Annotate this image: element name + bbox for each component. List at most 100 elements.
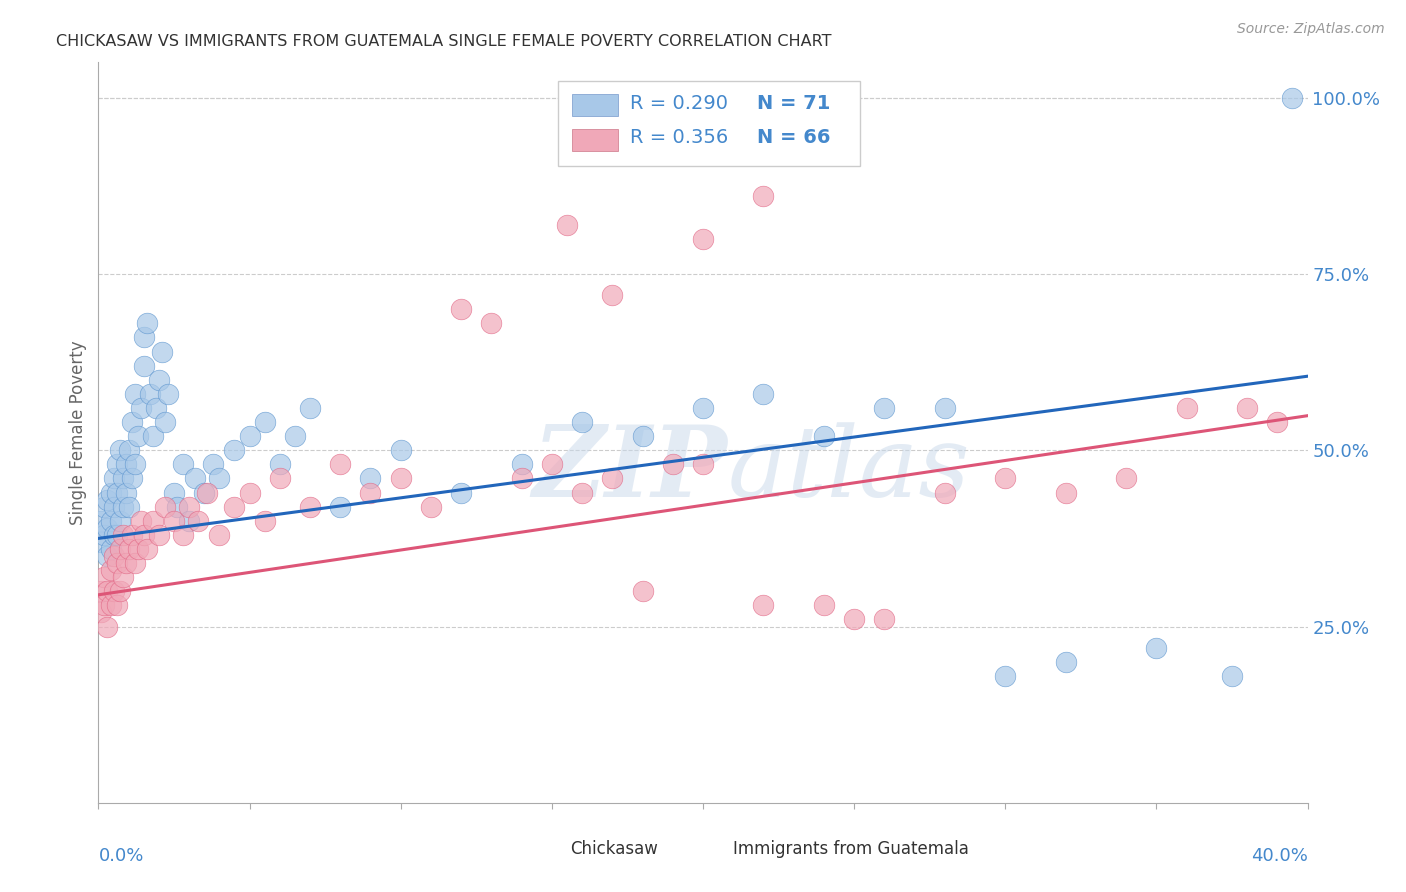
Point <box>284 429 307 443</box>
Point <box>934 401 956 415</box>
Point <box>1236 401 1258 415</box>
Point <box>100 514 122 528</box>
Point <box>153 500 176 514</box>
Text: Chickasaw: Chickasaw <box>569 840 658 858</box>
Point <box>96 549 118 563</box>
Text: atlas: atlas <box>727 422 970 517</box>
Point <box>111 570 134 584</box>
Point <box>90 514 112 528</box>
Point <box>93 570 115 584</box>
Point <box>172 458 194 472</box>
Point <box>93 500 115 514</box>
Text: CHICKASAW VS IMMIGRANTS FROM GUATEMALA SINGLE FEMALE POVERTY CORRELATION CHART: CHICKASAW VS IMMIGRANTS FROM GUATEMALA S… <box>56 34 831 49</box>
Point <box>118 541 141 556</box>
Point <box>150 344 173 359</box>
Bar <box>534 840 561 862</box>
Point <box>239 429 262 443</box>
Point <box>329 500 352 514</box>
Point <box>108 514 131 528</box>
Point <box>132 359 155 373</box>
Point <box>193 485 215 500</box>
Point <box>156 387 179 401</box>
Point <box>96 521 118 535</box>
Text: N = 66: N = 66 <box>758 128 831 147</box>
Point <box>692 458 714 472</box>
Point <box>153 415 176 429</box>
Point <box>450 302 472 317</box>
Point <box>540 458 562 472</box>
Point <box>481 316 503 330</box>
Point <box>179 514 201 528</box>
Point <box>90 584 112 599</box>
Point <box>148 528 170 542</box>
Point <box>163 485 186 500</box>
Point <box>253 415 276 429</box>
Point <box>135 316 157 330</box>
Point <box>661 458 683 472</box>
Point <box>142 429 165 443</box>
Point <box>90 535 112 549</box>
Point <box>145 401 167 415</box>
Point <box>692 401 714 415</box>
Point <box>510 471 533 485</box>
Point <box>253 514 276 528</box>
Point <box>239 485 262 500</box>
Point <box>103 528 125 542</box>
Point <box>108 584 131 599</box>
Point <box>139 387 162 401</box>
Point <box>510 458 533 472</box>
Point <box>124 556 146 570</box>
Point <box>187 514 209 528</box>
Point <box>96 619 118 633</box>
Point <box>873 612 896 626</box>
Point <box>184 471 207 485</box>
Point <box>111 528 134 542</box>
Point <box>571 415 593 429</box>
Point <box>163 514 186 528</box>
Point <box>114 556 136 570</box>
Point <box>602 471 624 485</box>
Point <box>195 485 218 500</box>
Bar <box>572 129 619 152</box>
Point <box>121 528 143 542</box>
Point <box>105 458 128 472</box>
Text: 0.0%: 0.0% <box>98 847 143 865</box>
Point <box>224 500 246 514</box>
Text: N = 71: N = 71 <box>758 94 831 112</box>
Point <box>142 514 165 528</box>
Point <box>135 541 157 556</box>
Text: 40.0%: 40.0% <box>1251 847 1308 865</box>
Text: Immigrants from Guatemala: Immigrants from Guatemala <box>734 840 969 858</box>
Point <box>114 458 136 472</box>
Point <box>752 599 775 613</box>
Point <box>1220 669 1243 683</box>
Point <box>752 189 775 203</box>
Point <box>752 387 775 401</box>
Point <box>111 471 134 485</box>
Point <box>1115 471 1137 485</box>
Point <box>1175 401 1198 415</box>
Point <box>631 584 654 599</box>
Point <box>121 415 143 429</box>
Point <box>602 288 624 302</box>
Point <box>555 218 578 232</box>
Point <box>934 485 956 500</box>
Point <box>1267 415 1289 429</box>
Point <box>108 443 131 458</box>
Text: R = 0.356: R = 0.356 <box>630 128 728 147</box>
Point <box>299 500 322 514</box>
Point <box>105 556 128 570</box>
Point <box>100 485 122 500</box>
Point <box>103 500 125 514</box>
Point <box>450 485 472 500</box>
Point <box>1054 655 1077 669</box>
Point <box>96 584 118 599</box>
Point <box>105 599 128 613</box>
Point <box>124 387 146 401</box>
Point <box>1281 91 1303 105</box>
Y-axis label: Single Female Poverty: Single Female Poverty <box>69 341 87 524</box>
Point <box>100 563 122 577</box>
Point <box>224 443 246 458</box>
Point <box>132 528 155 542</box>
Point <box>124 458 146 472</box>
